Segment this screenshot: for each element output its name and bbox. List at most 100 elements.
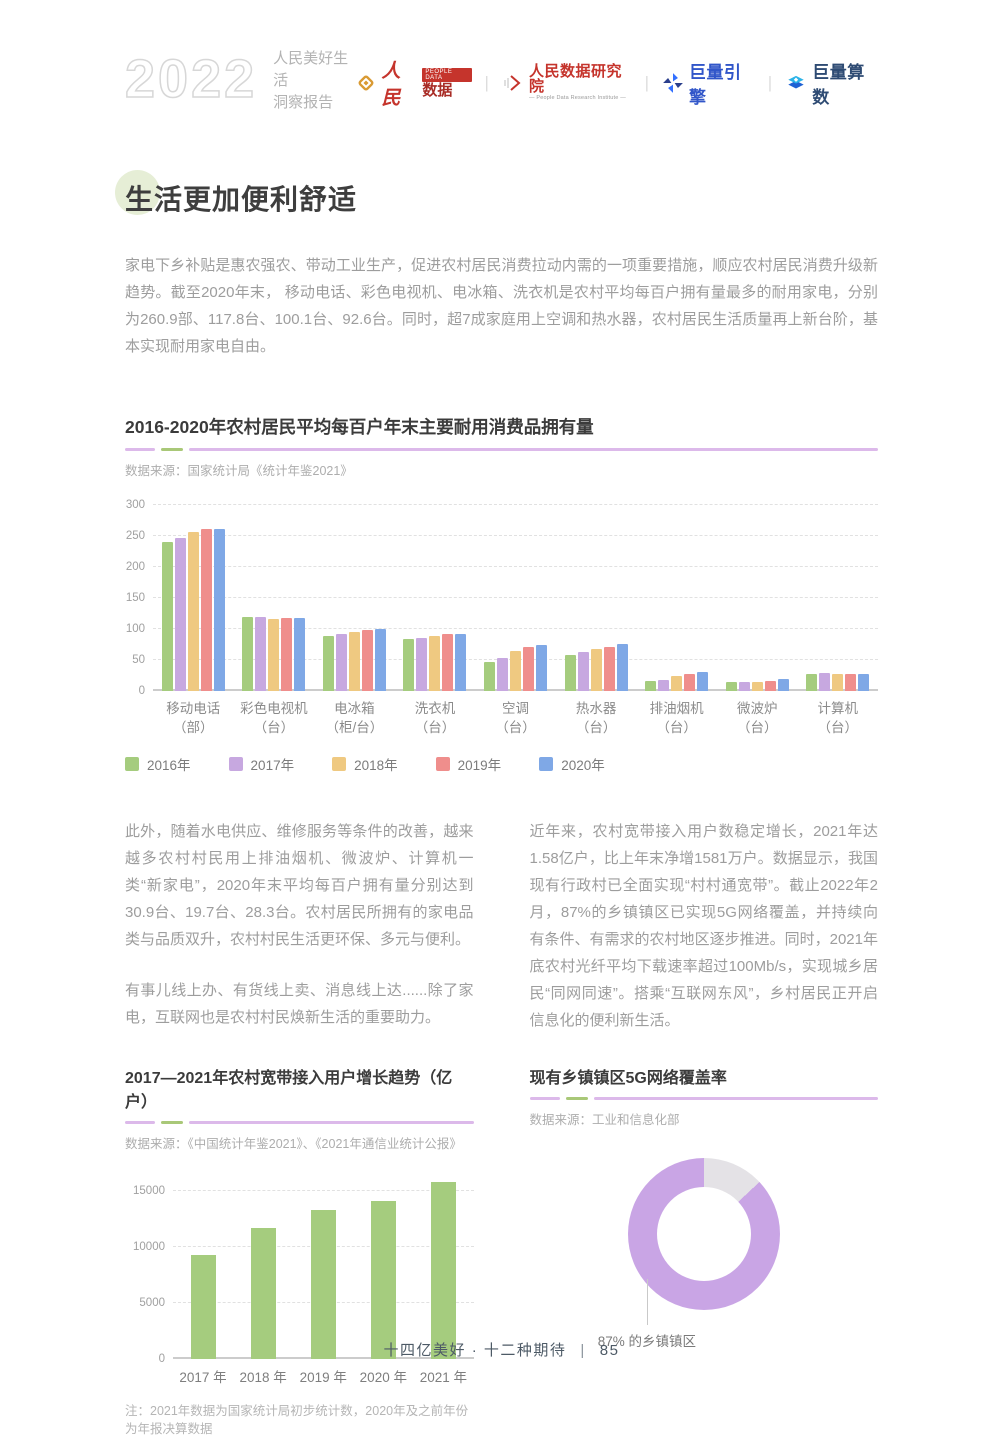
page-header: 2022 人民美好生活 洞察报告 人民 PEOPLE DATA 数据 | 人民数据研究院…: [124, 0, 878, 114]
bar-column-2018 年: [233, 1228, 293, 1359]
people-data-logo-bold-text: 数据: [422, 82, 453, 99]
bar-2017年-热水器: [577, 652, 589, 691]
durables-chart-plot: 0 50 100 150 200 250 300: [126, 499, 879, 697]
bar-2018 年: [250, 1228, 276, 1359]
footer-slogan: 十四亿美好 · 十二种期待: [383, 1342, 567, 1359]
title-rule: [529, 1097, 878, 1100]
page-number: 85: [599, 1342, 620, 1359]
section-title: 生活更加便利舒适: [114, 170, 357, 218]
bar-group-微波炉: [717, 678, 798, 691]
legend-swatch: [228, 757, 243, 771]
bar-group-空调: [475, 645, 556, 691]
legend-item-2017年: 2017年: [228, 754, 294, 774]
ocean-engine-logo-icon: [662, 72, 684, 94]
bar-2017年-电冰箱: [335, 634, 347, 691]
category-label-彩色电视机: 彩色电视机 （台）: [234, 699, 315, 737]
coverage-chart-block: 现有乡镇镇区5G网络覆盖率 数据来源：工业和信息化部 87% 的乡镇镇区: [529, 1064, 878, 1438]
bottom-charts-row: 2017—2021年农村宽带接入用户增长趋势（亿户） 数据来源：《中国统计年鉴2…: [125, 1064, 878, 1438]
bar-2016年-移动电话: [161, 541, 173, 691]
partner-logos: 人民 PEOPLE DATA 数据 | 人民数据研究院 — People Data Res…: [355, 44, 878, 110]
legend-swatch: [332, 757, 347, 771]
people-data-logo-badge: PEOPLE DATA: [422, 68, 472, 82]
durables-chart-block: 2016-2020年农村居民平均每百户年末主要耐用消费品拥有量 数据来源：国家统…: [125, 414, 878, 774]
bar-2017年-计算机: [819, 672, 831, 691]
category-name: 彩色电视机: [240, 701, 308, 716]
bar-group-热水器: [556, 644, 637, 691]
brand-subtitle: 人民美好生活 洞察报告: [273, 44, 354, 114]
bar-column-2017 年: [173, 1254, 233, 1359]
legend-label: 2019年: [457, 758, 502, 773]
category-name: 空调: [502, 701, 530, 716]
y-axis-tick-300: 300: [125, 499, 145, 511]
bar-2020年-电冰箱: [374, 628, 386, 691]
bar-2017年-洗衣机: [416, 637, 428, 691]
bar-group-移动电话: [153, 529, 234, 691]
right-column-paragraph: 近年来，农村宽带接入用户数稳定增长，2021年达1.58亿户，比上年末净增158…: [529, 823, 879, 1029]
body-text-columns: 此外，随着水电供应、维修服务等条件的改善，越来越多农村村民用上排油烟机、微波炉、…: [125, 818, 878, 1034]
bar-2017年-彩色电视机: [255, 616, 267, 691]
bar-2020年-微波炉: [777, 678, 789, 691]
brand-subtitle-line2: 洞察报告: [273, 94, 334, 111]
legend-item-2018年: 2018年: [332, 754, 398, 774]
people-data-research-logo-name: 人民数据研究院: [528, 63, 622, 96]
rule-purple-segment: [125, 1121, 155, 1124]
people-data-logo: 人民 PEOPLE DATA 数据: [355, 56, 472, 110]
rule-green-segment: [565, 1097, 588, 1100]
juliang-suanshu-logo: 巨量算数: [785, 58, 878, 108]
category-unit: （台）: [656, 720, 697, 735]
category-name: 洗衣机: [414, 701, 456, 716]
bar-group-计算机: [798, 672, 879, 691]
category-label-2017 年: 2017 年: [179, 1370, 227, 1385]
people-data-logo-icon: [355, 72, 377, 94]
bar-column-2020 年: [353, 1200, 413, 1359]
gridline-200: [153, 566, 878, 567]
rule-purple-segment: [529, 1097, 560, 1100]
legend-swatch: [125, 757, 139, 771]
category-label-计算机: 计算机 （台）: [798, 699, 879, 737]
bar-2020年-洗衣机: [455, 633, 467, 691]
coverage-donut-chart: 87% 的乡镇镇区: [598, 1158, 780, 1349]
category-unit: （台）: [253, 720, 295, 735]
bar-2020年-移动电话: [213, 529, 225, 691]
gridline-300: [153, 504, 878, 505]
bar-2018年-计算机: [832, 674, 844, 691]
bar-2017年-移动电话: [174, 538, 186, 691]
y-axis-tick-0: 0: [138, 685, 145, 697]
category-unit: （台）: [736, 720, 778, 735]
category-label-2019 年: 2019 年: [299, 1370, 347, 1385]
bar-2018年-电冰箱: [348, 631, 360, 691]
logo-separator: |: [484, 73, 489, 92]
bar-2020 年: [370, 1200, 396, 1359]
broadband-chart-category-labels: 2017 年 2018 年 2019 年 2020 年 2021 年: [173, 1366, 474, 1386]
people-data-logo-script-text: 人民: [381, 61, 401, 109]
y-axis-tick-10000: 10000: [133, 1240, 165, 1253]
bar-2018年-洗衣机: [429, 636, 441, 691]
bar-2018年-热水器: [590, 648, 602, 691]
bar-2019年-彩色电视机: [281, 617, 293, 691]
intro-paragraph: 家电下乡补贴是惠农强农、带动工业生产，促进农村居民消费拉动内需的一项重要措施，顺…: [125, 257, 878, 355]
title-rule: [125, 1121, 474, 1124]
bar-2016年-计算机: [806, 673, 818, 691]
category-unit: （台）: [575, 720, 617, 735]
bar-2020年-热水器: [616, 644, 628, 691]
juliang-suanshu-logo-text: 巨量算数: [812, 63, 865, 107]
bar-2019年-热水器: [603, 646, 615, 691]
footer-divider: |: [580, 1342, 586, 1359]
gridline-150: [153, 597, 878, 598]
bar-2016年-空调: [484, 661, 496, 691]
bar-group-彩色电视机: [234, 616, 315, 691]
y-axis-tick-250: 250: [125, 530, 145, 542]
bar-group-排油烟机: [636, 671, 717, 691]
broadband-chart-block: 2017—2021年农村宽带接入用户增长趋势（亿户） 数据来源：《中国统计年鉴2…: [125, 1064, 474, 1438]
juliang-suanshu-logo-icon: [785, 72, 807, 94]
category-label-热水器: 热水器 （台）: [556, 699, 637, 737]
category-name: 计算机: [817, 701, 859, 716]
legend-label: 2018年: [354, 758, 398, 773]
donut-hole: [656, 1187, 751, 1281]
bar-2016年-微波炉: [725, 681, 737, 691]
category-unit: （柜/台）: [325, 720, 384, 735]
left-column-paragraph-2: 有事儿线上办、有货线上卖、消息线上达......除了家电，互联网也是农村村民焕新…: [125, 982, 474, 1026]
title-rule: [125, 448, 878, 451]
bar-2019年-洗衣机: [442, 634, 454, 691]
bar-columns: [173, 1174, 474, 1359]
